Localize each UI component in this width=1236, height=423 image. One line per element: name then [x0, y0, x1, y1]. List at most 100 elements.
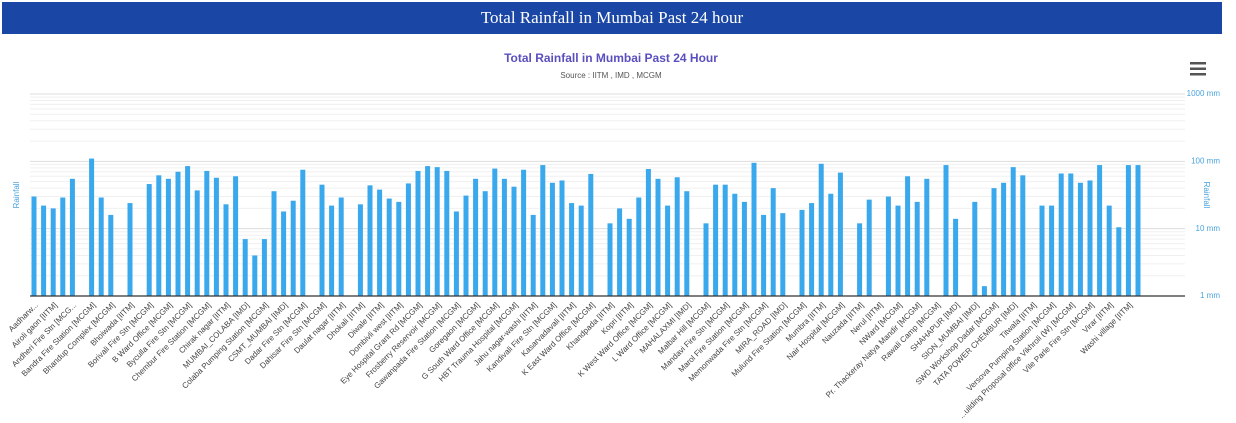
bar	[425, 166, 431, 296]
bar	[665, 205, 671, 296]
menu-bar[interactable]	[1190, 67, 1206, 71]
bar	[1068, 173, 1074, 296]
bar	[1125, 165, 1131, 296]
bar	[69, 178, 75, 296]
header-title: Total Rainfall in Mumbai Past 24 hour	[2, 2, 1222, 34]
bar	[281, 211, 287, 296]
menu-icon[interactable]	[1190, 62, 1206, 76]
bar	[866, 199, 872, 296]
bar	[300, 169, 306, 296]
bar	[751, 162, 757, 296]
chart-subtitle: Source : IITM , IMD , MCGM	[560, 71, 662, 80]
bar	[588, 173, 594, 296]
bar	[703, 223, 709, 296]
bar	[1077, 182, 1083, 296]
bar	[213, 177, 219, 296]
bar	[377, 189, 383, 296]
bar	[329, 205, 335, 296]
bar	[108, 214, 114, 296]
bar	[261, 239, 267, 296]
bar	[31, 196, 37, 296]
bar	[1097, 165, 1103, 296]
bar	[578, 205, 584, 296]
bar	[530, 214, 536, 296]
bar	[713, 184, 719, 296]
bar	[809, 203, 815, 296]
bar	[98, 197, 104, 296]
bar	[290, 200, 296, 296]
bar	[972, 201, 978, 296]
bar	[357, 204, 363, 296]
bar	[761, 214, 767, 296]
bar	[492, 168, 498, 296]
bar	[626, 218, 632, 296]
bar	[569, 203, 575, 296]
bar	[770, 188, 776, 296]
bar	[953, 218, 959, 296]
bar	[732, 193, 738, 296]
bar	[885, 196, 891, 296]
y2-axis-label: Rainfall	[1202, 182, 1211, 209]
bar	[463, 195, 469, 296]
bar	[175, 171, 181, 296]
bar	[50, 208, 56, 296]
bar	[905, 176, 911, 296]
bar	[89, 158, 95, 296]
bar	[674, 177, 680, 296]
bar	[645, 168, 651, 296]
bar	[165, 178, 171, 296]
bar	[41, 205, 47, 296]
bar	[396, 201, 402, 296]
bar	[386, 198, 392, 296]
bar	[146, 184, 152, 296]
bar	[607, 223, 613, 296]
bar	[127, 203, 133, 296]
bar	[559, 180, 565, 296]
bar	[722, 184, 728, 296]
bar	[185, 166, 191, 296]
bar	[473, 178, 479, 296]
bar	[895, 205, 901, 296]
chart-title: Total Rainfall in Mumbai Past 24 Hour	[504, 51, 718, 65]
bar	[367, 185, 373, 296]
bar	[252, 255, 258, 296]
bar	[818, 163, 824, 296]
bar	[914, 201, 920, 296]
bar	[405, 183, 411, 296]
bar	[415, 170, 421, 296]
bar	[549, 182, 555, 296]
bar	[1087, 180, 1093, 296]
menu-bar[interactable]	[1190, 73, 1206, 76]
bar	[1001, 182, 1007, 296]
bar	[156, 175, 162, 296]
bar	[943, 165, 949, 296]
y-tick-label: 1 mm	[1200, 291, 1220, 300]
bar	[204, 170, 210, 296]
bar	[1010, 167, 1016, 296]
bar	[741, 201, 747, 296]
bar	[799, 209, 805, 296]
bar	[319, 184, 325, 296]
bar	[684, 191, 690, 296]
bar	[501, 178, 507, 296]
bar	[223, 204, 229, 296]
bar	[453, 211, 459, 296]
bar	[981, 286, 987, 296]
bar	[780, 213, 786, 296]
bar	[540, 165, 546, 296]
bar	[1020, 175, 1026, 296]
bar	[617, 208, 623, 296]
y-tick-label: 1000 mm	[1187, 89, 1221, 98]
bar	[1039, 205, 1045, 296]
bar	[655, 178, 661, 296]
bar	[1106, 205, 1112, 296]
bar	[837, 172, 843, 296]
bar	[1116, 227, 1122, 296]
menu-bar[interactable]	[1190, 62, 1206, 65]
bar	[1135, 165, 1141, 296]
bar	[1049, 205, 1055, 296]
bar	[233, 176, 239, 296]
bar	[444, 170, 450, 296]
